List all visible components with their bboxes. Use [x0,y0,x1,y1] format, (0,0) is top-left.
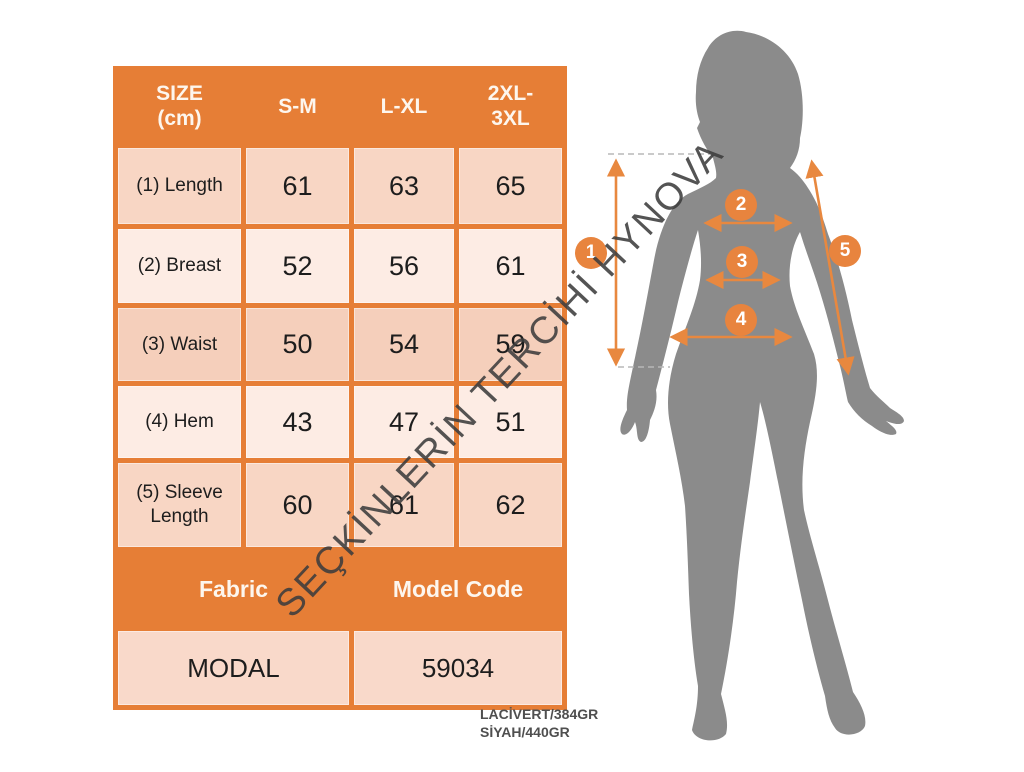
row-label-sleeve-length: (5) Sleeve Length [118,463,241,547]
measurement-diagram: 1 2 3 4 5 [560,20,960,768]
model-code-value: 59034 [354,631,562,705]
size-col-header: SIZE (cm) [118,71,241,143]
fabric-value: MODAL [118,631,349,705]
value-sleeve-lxl: 61 [354,463,454,547]
fabric-header: Fabric [118,552,349,626]
value-hem-lxl: 47 [354,386,454,458]
body-silhouette [620,30,904,741]
value-hem-sm: 43 [246,386,349,458]
size-chart-table: SIZE (cm) S-M L-XL 2XL- 3XL (1) Length 6… [113,66,567,710]
value-sleeve-sm: 60 [246,463,349,547]
size-col-header-2xl3xl: 2XL- 3XL [459,71,562,143]
value-breast-2xl3xl: 61 [459,229,562,303]
row-label-waist: (3) Waist [118,308,241,381]
size-col-header-lxl: L-XL [354,71,454,143]
marker-2-breast: 2 [725,189,757,221]
marker-5-sleeve: 5 [829,235,861,267]
model-code-header: Model Code [354,552,562,626]
row-label-length: (1) Length [118,148,241,224]
fabric-weight-note: LACİVERT/384GR SİYAH/440GR [480,706,598,742]
marker-1-length: 1 [575,237,607,269]
fabric-weight-line-navy: LACİVERT/384GR [480,706,599,722]
marker-3-waist: 3 [726,246,758,278]
value-waist-sm: 50 [246,308,349,381]
value-sleeve-2xl3xl: 62 [459,463,562,547]
value-breast-sm: 52 [246,229,349,303]
row-label-hem: (4) Hem [118,386,241,458]
value-length-2xl3xl: 65 [459,148,562,224]
marker-4-hem: 4 [725,304,757,336]
sleeve-arrow [805,159,855,376]
value-length-sm: 61 [246,148,349,224]
value-hem-2xl3xl: 51 [459,386,562,458]
value-waist-lxl: 54 [354,308,454,381]
value-length-lxl: 63 [354,148,454,224]
fabric-weight-line-black: SİYAH/440GR [480,723,570,740]
value-waist-2xl3xl: 59 [459,308,562,381]
row-label-breast: (2) Breast [118,229,241,303]
value-breast-lxl: 56 [354,229,454,303]
size-col-header-sm: S-M [246,71,349,143]
body-silhouette-and-arrows [606,30,904,741]
